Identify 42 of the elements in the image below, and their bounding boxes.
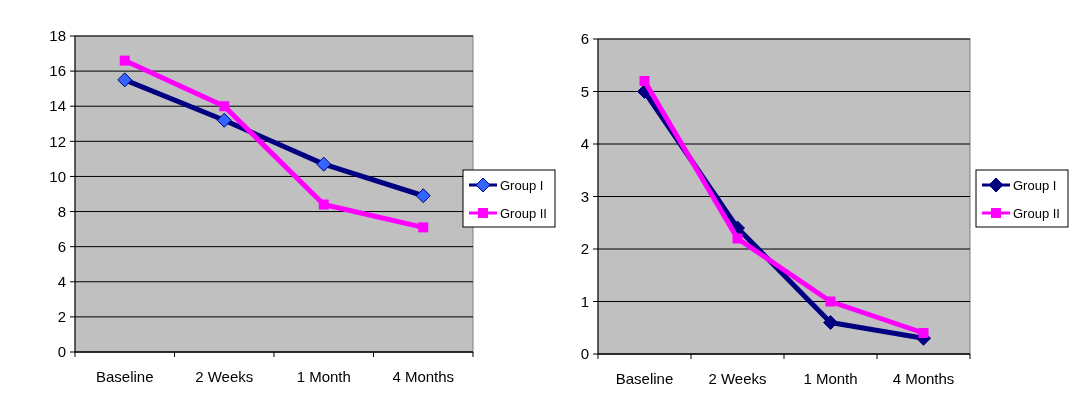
point [415, 188, 431, 204]
y-tick-label: 0 [57, 343, 66, 361]
y-tick-label: 8 [57, 202, 66, 220]
x-tick-label: 2 Weeks [708, 370, 767, 387]
y-tick-label: 6 [57, 237, 66, 255]
y-tick-label: 4 [57, 273, 66, 291]
legend-label: Group I [1013, 177, 1057, 193]
point [918, 328, 929, 338]
point [318, 199, 329, 210]
x-tick-label: 4 Months [892, 370, 955, 387]
x-tick-label: 4 Months [392, 368, 455, 385]
y-tick-label: 14 [49, 97, 66, 115]
legend-label: Group I [500, 177, 544, 193]
y-tick-label: 12 [49, 132, 66, 150]
x-tick-label: 1 Month [296, 368, 351, 385]
point [216, 112, 232, 128]
y-tick-label: 5 [580, 82, 589, 100]
point [219, 101, 230, 112]
point [825, 296, 836, 307]
legend-label: Group II [500, 205, 547, 221]
point [732, 233, 743, 244]
point [639, 76, 650, 86]
point [418, 222, 429, 233]
y-tick-label: 10 [49, 167, 66, 185]
point [119, 55, 130, 66]
y-tick-label: 3 [580, 187, 589, 205]
x-tick-label: 1 Month [803, 370, 858, 387]
point [316, 156, 332, 172]
point [117, 72, 133, 88]
y-tick-label: 2 [57, 308, 66, 326]
y-tick-label: 1 [580, 292, 589, 310]
y-tick-label: 18 [49, 27, 66, 45]
y-tick-label: 0 [580, 345, 589, 363]
y-tick-label: 16 [49, 62, 66, 80]
legend-label: Group II [1013, 205, 1060, 221]
point [823, 315, 838, 330]
y-tick-label: 4 [580, 135, 589, 153]
y-tick-label: 2 [580, 240, 589, 258]
x-tick-label: Baseline [95, 368, 154, 385]
x-tick-label: 2 Weeks [195, 368, 254, 385]
x-tick-label: Baseline [615, 370, 674, 387]
y-tick-label: 6 [580, 30, 589, 48]
